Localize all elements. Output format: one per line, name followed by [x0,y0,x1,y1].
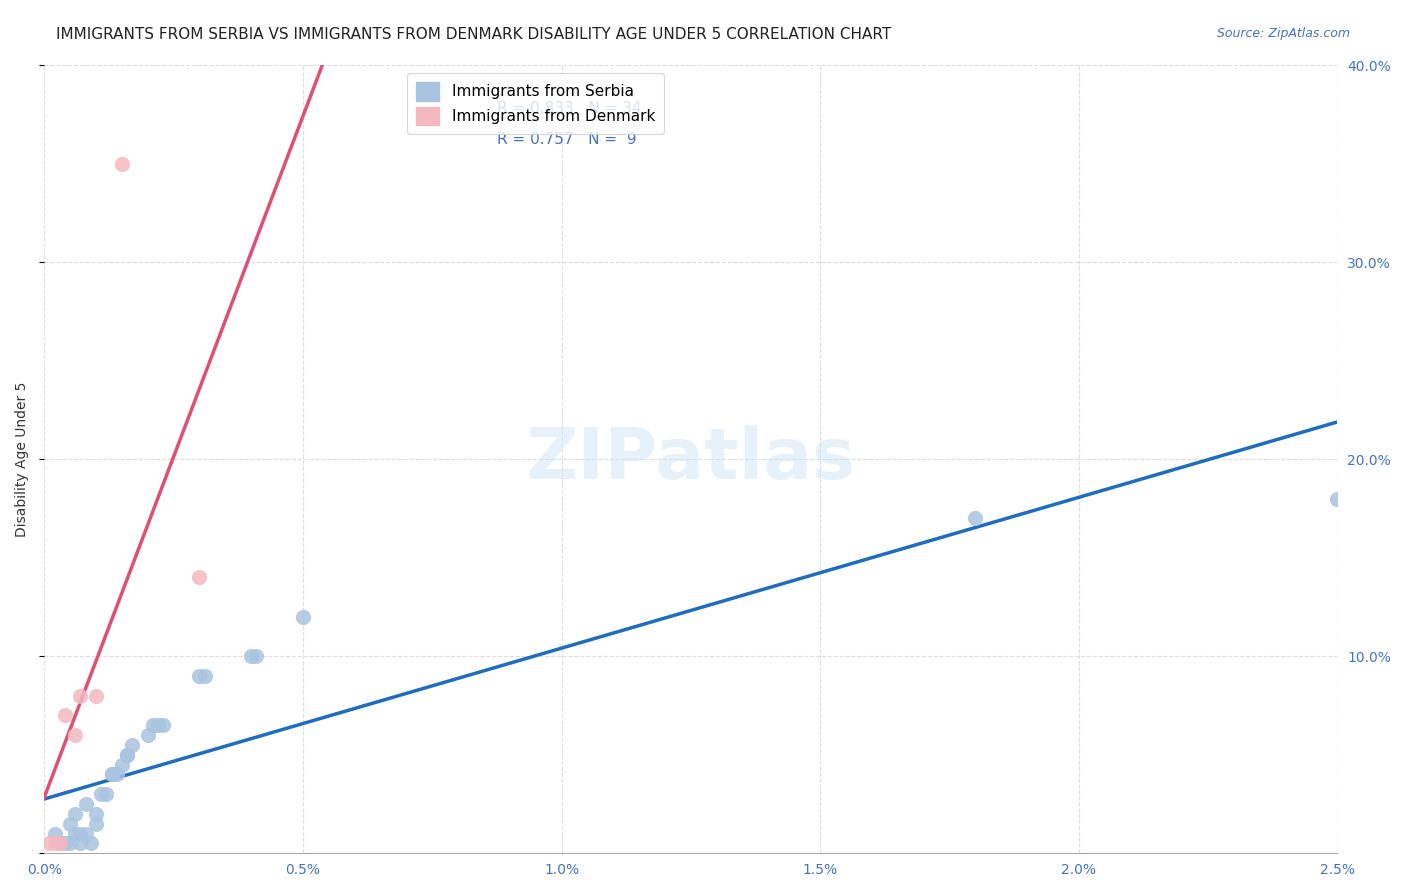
Point [105,767,128,781]
Point [65,806,87,821]
Point [188,570,211,584]
Text: R = 0.833   N = 34: R = 0.833 N = 34 [496,101,641,116]
Point [84,689,107,703]
Point [53,837,76,851]
Point [152,718,174,732]
Point [194,669,217,683]
Point [44,837,66,851]
Point [188,669,211,683]
Point [65,826,87,840]
Point [291,610,314,624]
Point [69,826,91,840]
Point [100,767,122,781]
Point [69,837,91,851]
Point [136,728,159,742]
Point [111,757,134,772]
Point [49,837,72,851]
Point [245,649,267,664]
Text: ZIPatlas: ZIPatlas [526,425,856,493]
Text: IMMIGRANTS FROM SERBIA VS IMMIGRANTS FROM DENMARK DISABILITY AGE UNDER 5 CORRELA: IMMIGRANTS FROM SERBIA VS IMMIGRANTS FRO… [56,27,891,42]
Point [59,837,82,851]
Point [75,797,97,811]
Point [59,816,82,830]
Point [53,708,76,723]
Text: Source: ZipAtlas.com: Source: ZipAtlas.com [1216,27,1350,40]
Point [75,826,97,840]
Point [111,156,134,170]
Point [80,837,103,851]
Point [146,718,169,732]
Point [84,806,107,821]
Point [1326,491,1348,506]
Text: R = 0.757   N =  9: R = 0.757 N = 9 [496,132,637,147]
Point [65,728,87,742]
Y-axis label: Disability Age Under 5: Disability Age Under 5 [15,382,30,537]
Point [240,649,263,664]
Point [90,787,112,801]
Point [84,816,107,830]
Point [100,767,122,781]
Point [69,689,91,703]
Point [115,747,138,762]
Point [965,511,987,525]
Point [38,837,60,851]
Point [142,718,165,732]
Legend: Immigrants from Serbia, Immigrants from Denmark: Immigrants from Serbia, Immigrants from … [408,73,664,135]
Point [121,738,143,752]
Point [44,826,66,840]
Point [49,837,72,851]
Point [96,787,118,801]
Point [115,747,138,762]
